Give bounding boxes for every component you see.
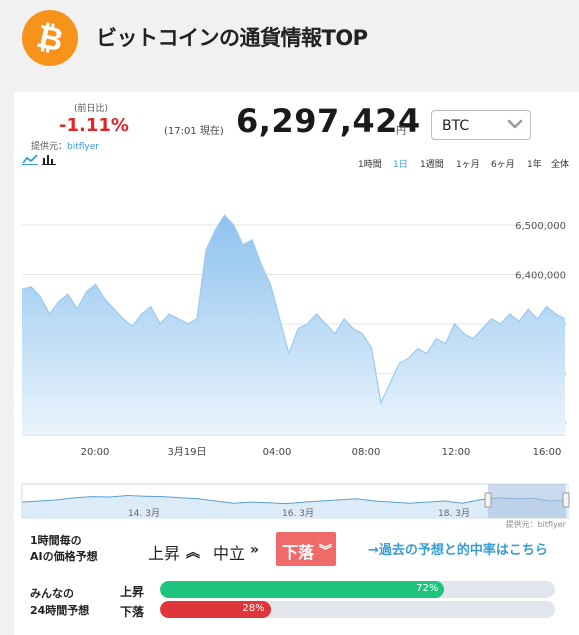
time-label: (17:01 現在) — [164, 126, 224, 137]
x-tick-label: 08:00 — [352, 447, 381, 458]
y-tick-label: 6,400,000 — [515, 270, 566, 281]
navigator-line — [21, 494, 569, 505]
bar-chart-icon[interactable] — [42, 153, 56, 165]
x-tick-label: 12:00 — [442, 447, 471, 458]
current-price: 6,297,424 — [236, 102, 421, 140]
past-predictions-link[interactable]: →過去の予想と的中率はこちら — [368, 543, 548, 558]
currency-unit: 円 — [396, 126, 406, 137]
price-line — [21, 214, 566, 405]
change-label: (前日比) — [74, 104, 109, 114]
provider-text: 提供元：bitflyer — [31, 139, 99, 152]
double-chevron-up-icon: ︽ — [186, 545, 200, 561]
prediction-neutral: 中立 — [213, 544, 246, 563]
prediction-up: 上昇 — [148, 544, 181, 563]
header: ₿ ビットコインの通貨情報TOP — [0, 0, 579, 80]
y-tick-label: 6,500,000 — [515, 221, 566, 232]
vote-up-fill: 72% — [160, 581, 445, 598]
range-tab[interactable]: 6ヶ月 — [491, 160, 515, 170]
price-chart: 6,500,0006,400,0006,300,0006,200,0006,10… — [21, 214, 566, 458]
range-tab[interactable]: 全体 — [551, 160, 570, 170]
currency-select-value: BTC — [442, 118, 470, 134]
vote-up-label: 上昇 — [120, 585, 145, 599]
chevron-down-icon — [507, 119, 523, 129]
vote-down-bar: 28% — [160, 601, 555, 618]
vote-up-percent: 72% — [416, 583, 439, 594]
navigator-selection — [488, 484, 566, 518]
currency-select[interactable]: BTC — [431, 110, 531, 140]
range-tabs: 1時間 1日 1週間 1ヶ月 6ヶ月 1年 全体 — [358, 157, 573, 171]
double-chevron-right-icon: » — [250, 542, 260, 558]
navigator-area — [22, 495, 568, 518]
vote-down-label: 下落 — [120, 605, 145, 619]
range-tab[interactable]: 1週間 — [420, 160, 444, 170]
community-vote-label: みんなの 24時間予想 — [30, 587, 90, 617]
x-tick-label: 04:00 — [263, 447, 292, 458]
prediction-down-selected: 下落 ︾ — [276, 532, 336, 566]
range-tab[interactable]: 1ヶ月 — [456, 160, 480, 170]
provider-link[interactable]: bitflyer — [67, 142, 99, 152]
x-tick-label: 3月19日 — [167, 446, 206, 458]
navigator-label: 16. 3月 — [282, 508, 314, 519]
vote-down-percent: 28% — [242, 603, 265, 614]
vote-down-fill: 28% — [160, 601, 271, 618]
double-chevron-down-icon: ︾ — [319, 544, 333, 559]
ai-prediction-label: 1時間毎の AIの価格予想 — [30, 534, 98, 563]
x-tick-label: 16:00 — [533, 447, 562, 458]
navigator-handle — [562, 492, 570, 508]
bitcoin-logo-icon: ₿ — [22, 10, 78, 66]
x-tick-label: 20:00 — [81, 447, 110, 458]
navigator-label: 18. 3月 — [438, 508, 470, 519]
navigator-provider: 提供元：bitflyer — [506, 519, 567, 529]
provider-label: 提供元： — [31, 142, 68, 152]
range-tab[interactable]: 1時間 — [358, 160, 382, 170]
change-value: -1.11% — [59, 115, 129, 136]
navigator-handle — [484, 492, 492, 508]
line-chart-icon[interactable] — [22, 153, 38, 165]
vote-up-bar: 72% — [160, 581, 555, 598]
range-tab[interactable]: 1日 — [393, 160, 408, 170]
page-title: ビットコインの通貨情報TOP — [96, 26, 368, 50]
price-area — [22, 215, 565, 435]
range-tab[interactable]: 1年 — [527, 160, 542, 170]
navigator-label: 14. 3月 — [128, 508, 160, 519]
